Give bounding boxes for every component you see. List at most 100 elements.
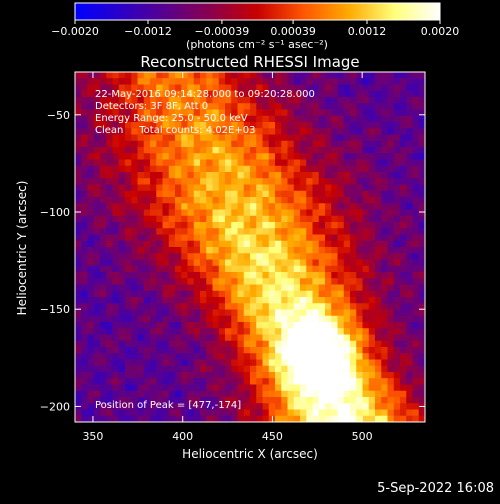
heatmap-cell: [231, 203, 239, 211]
heatmap-cell: [412, 203, 420, 211]
heatmap-cell: [293, 247, 301, 254]
heatmap-cell: [212, 134, 220, 142]
heatmap-cell: [125, 228, 132, 236]
heatmap-cell: [381, 215, 389, 223]
heatmap-cell: [331, 134, 339, 142]
heatmap-cell: [406, 328, 414, 336]
heatmap-cell: [175, 159, 182, 167]
heatmap-cell: [206, 272, 214, 279]
heatmap-cell: [112, 328, 120, 336]
heatmap-cell: [306, 334, 314, 342]
heatmap-cell: [100, 78, 107, 86]
heatmap-cell: [412, 378, 420, 386]
heatmap-cell: [75, 322, 82, 329]
heatmap-cell: [218, 359, 226, 367]
heatmap-cell: [243, 247, 251, 254]
heatmap-cell: [375, 390, 382, 398]
heatmap-cell: [262, 397, 270, 404]
heatmap-cell: [150, 78, 157, 86]
heatmap-cell: [193, 334, 201, 342]
heatmap-cell: [325, 290, 332, 298]
heatmap-cell: [106, 372, 114, 379]
heatmap-cell: [287, 309, 295, 317]
heatmap-cell: [256, 378, 264, 386]
heatmap-cell: [225, 184, 232, 192]
heatmap-cell: [93, 197, 101, 204]
heatmap-cell: [181, 253, 189, 261]
heatmap-cell: [412, 84, 420, 92]
heatmap-cell: [325, 140, 332, 148]
heatmap-cell: [81, 240, 89, 248]
heatmap-cell: [331, 415, 339, 422]
heatmap-cell: [250, 190, 257, 198]
heatmap-cell: [156, 297, 164, 304]
heatmap-cell: [406, 184, 414, 192]
heatmap-cell: [143, 147, 151, 154]
heatmap-cell: [143, 72, 151, 79]
heatmap-cell: [400, 378, 407, 386]
heatmap-cell: [300, 365, 307, 373]
heatmap-cell: [256, 390, 264, 398]
heatmap-cell: [81, 415, 89, 422]
heatmap-cell: [137, 284, 145, 292]
heatmap-cell: [387, 165, 395, 173]
heatmap-cell: [356, 178, 364, 186]
heatmap-cell: [187, 278, 195, 286]
heatmap-cell: [231, 303, 239, 311]
heatmap-cell: [393, 290, 401, 298]
heatmap-cell: [200, 265, 207, 273]
heatmap-cell: [318, 178, 326, 186]
heatmap-cell: [112, 122, 120, 129]
heatmap-cell: [237, 153, 245, 161]
heatmap-cell: [400, 284, 407, 292]
heatmap-cell: [256, 403, 264, 411]
heatmap-cell: [362, 122, 370, 129]
heatmap-cell: [112, 340, 120, 348]
heatmap-cell: [156, 240, 164, 248]
heatmap-cell: [181, 90, 189, 98]
heatmap-cell: [162, 253, 170, 261]
heatmap-cell: [418, 390, 425, 398]
heatmap-cell: [143, 84, 151, 92]
heatmap-cell: [368, 397, 376, 404]
heatmap-cell: [181, 315, 189, 323]
heatmap-cell: [93, 84, 101, 92]
heatmap-cell: [125, 128, 132, 136]
heatmap-cell: [118, 384, 126, 392]
heatmap-cell: [231, 190, 239, 198]
heatmap-cell: [231, 228, 239, 236]
heatmap-cell: [168, 72, 176, 79]
heatmap-cell: [312, 409, 320, 417]
heatmap-cell: [275, 247, 282, 254]
heatmap-cell: [250, 397, 257, 404]
heatmap-cell: [393, 284, 401, 292]
heatmap-cell: [206, 215, 214, 223]
heatmap-cell: [393, 253, 401, 261]
heatmap-cell: [300, 153, 307, 161]
heatmap-cell: [393, 272, 401, 279]
heatmap-cell: [156, 372, 164, 379]
heatmap-cell: [93, 240, 101, 248]
heatmap-cell: [181, 384, 189, 392]
heatmap-cell: [256, 284, 264, 292]
heatmap-cell: [412, 247, 420, 254]
heatmap-cell: [75, 72, 82, 79]
heatmap-cell: [256, 340, 264, 348]
heatmap-cell: [312, 84, 320, 92]
heatmap-cell: [325, 234, 332, 242]
heatmap-cell: [231, 147, 239, 154]
heatmap-cell: [212, 215, 220, 223]
heatmap-cell: [175, 290, 182, 298]
heatmap-cell: [143, 403, 151, 411]
heatmap-cell: [418, 309, 425, 317]
heatmap-cell: [131, 159, 139, 167]
heatmap-cell: [112, 297, 120, 304]
heatmap-cell: [125, 78, 132, 86]
heatmap-cell: [381, 134, 389, 142]
heatmap-cell: [262, 153, 270, 161]
heatmap-cell: [156, 147, 164, 154]
heatmap-cell: [75, 159, 82, 167]
heatmap-cell: [81, 315, 89, 323]
heatmap-cell: [193, 228, 201, 236]
heatmap-cell: [112, 172, 120, 179]
